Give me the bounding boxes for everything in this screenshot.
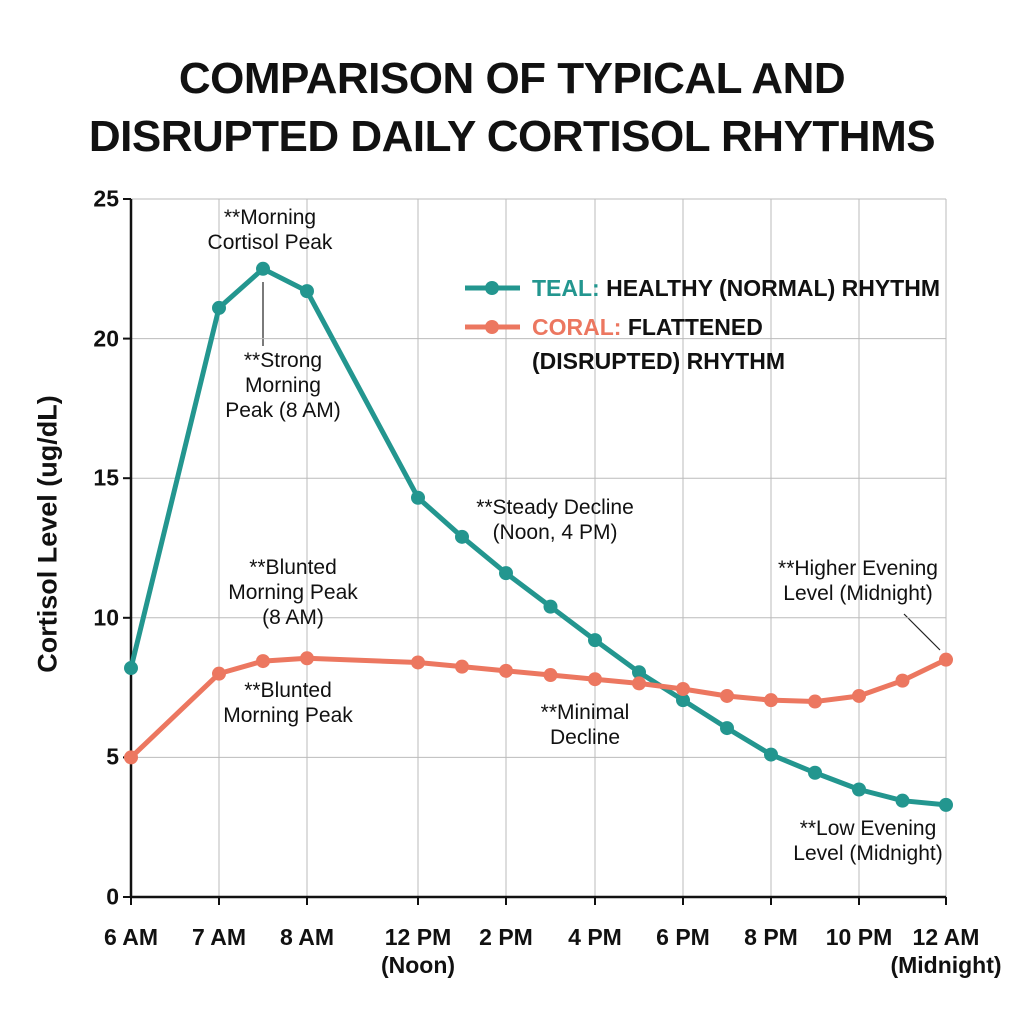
- data-point: [588, 672, 602, 687]
- x-tick-label: 12 AM (Midnight): [890, 924, 1002, 978]
- x-tick-label: 10 PM: [825, 924, 893, 950]
- data-point: [300, 651, 314, 666]
- data-point: [499, 663, 513, 678]
- data-point: [124, 750, 138, 765]
- data-point: [720, 688, 734, 703]
- annotation: **Blunted Morning Peak (8 AM): [228, 556, 358, 629]
- data-point: [676, 681, 690, 696]
- data-point: [895, 673, 910, 688]
- data-point: [764, 747, 778, 762]
- annotation: **Higher Evening Level (Midnight): [778, 557, 938, 605]
- data-point: [720, 721, 734, 736]
- x-tick-label: 6 PM: [656, 924, 710, 950]
- data-point: [808, 765, 822, 780]
- data-point: [499, 566, 513, 581]
- x-tick-label: 4 PM: [568, 924, 622, 950]
- annotation: **Morning Cortisol Peak: [207, 206, 333, 254]
- x-tick-label: 7 AM: [191, 924, 247, 950]
- data-point: [808, 694, 822, 709]
- legend-swatch: [485, 320, 499, 334]
- data-point: [632, 676, 646, 691]
- y-tick-label: 5: [106, 743, 119, 770]
- data-point: [212, 666, 226, 681]
- legend-entry: TEAL: HEALTHY (NORMAL) RHYTHM: [532, 275, 941, 301]
- data-point: [411, 490, 425, 505]
- data-point: [543, 599, 558, 614]
- legend-swatch: [485, 281, 499, 295]
- x-tick-label: 8 PM: [744, 924, 798, 950]
- data-point: [455, 659, 469, 674]
- data-point: [895, 793, 910, 808]
- annotation: **Minimal Decline: [540, 701, 630, 749]
- y-tick-label: 15: [93, 464, 119, 491]
- data-point: [939, 797, 953, 812]
- data-point: [939, 652, 953, 667]
- x-tick-label: 6 AM: [103, 924, 159, 950]
- y-tick-label: 0: [106, 883, 119, 910]
- data-point: [676, 693, 690, 708]
- annotation: **Low Evening Level (Midnight): [793, 817, 943, 865]
- data-point: [411, 655, 425, 670]
- data-point: [300, 284, 314, 299]
- data-point: [256, 261, 270, 276]
- legend-entry: CORAL: FLATTENED (DISRUPTED) RHYTHM: [532, 314, 785, 374]
- y-tick-label: 20: [93, 325, 119, 352]
- data-point: [588, 633, 602, 648]
- data-point: [852, 688, 866, 703]
- annotation: **Strong Morning Peak (8 AM): [225, 349, 341, 422]
- x-tick-label: 12 PM (Noon): [380, 924, 456, 978]
- data-point: [632, 665, 646, 680]
- data-point: [124, 661, 138, 676]
- data-point: [764, 693, 778, 708]
- data-point: [455, 529, 469, 544]
- x-tick-label: 8 AM: [279, 924, 335, 950]
- y-tick-label: 10: [93, 604, 119, 631]
- chart-title: COMPARISON OF TYPICAL AND DISRUPTED DAIL…: [88, 54, 936, 161]
- y-tick-label: 25: [93, 185, 119, 212]
- data-point: [543, 668, 558, 683]
- data-point: [256, 654, 270, 669]
- y-axis-label: Cortisol Level (ug/dL): [32, 395, 63, 673]
- data-point: [212, 300, 226, 315]
- leader-line: [903, 613, 941, 651]
- x-tick-label: 2 PM: [479, 924, 533, 950]
- annotation: **Blunted Morning Peak: [223, 679, 353, 727]
- data-point: [852, 782, 866, 797]
- annotation: **Steady Decline (Noon, 4 PM): [476, 496, 634, 544]
